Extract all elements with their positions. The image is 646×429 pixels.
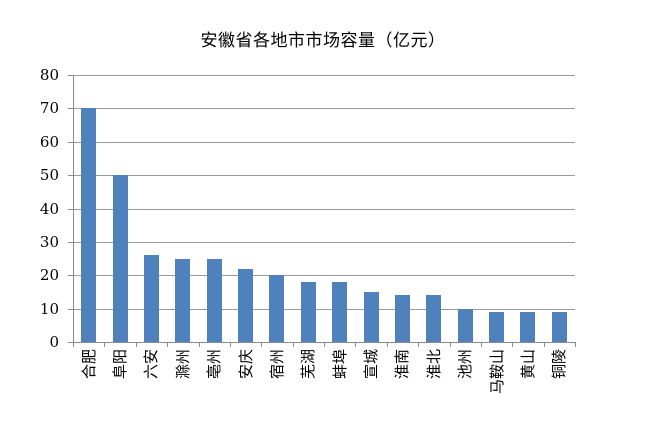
y-gridline — [73, 209, 575, 210]
x-axis-tick — [481, 342, 482, 347]
x-axis-tick — [261, 342, 262, 347]
y-tick-label: 10 — [39, 300, 59, 318]
x-tick-label: 阜阳 — [111, 349, 129, 380]
bar-蚌埠 — [332, 282, 347, 342]
x-tick-label: 蚌埠 — [331, 349, 349, 380]
x-axis-tick — [544, 342, 545, 347]
y-tick-label: 30 — [39, 233, 59, 251]
y-axis-tick — [68, 275, 73, 276]
y-gridline — [73, 75, 575, 76]
y-axis-tick — [68, 309, 73, 310]
bar-马鞍山 — [489, 312, 504, 342]
bar-六安 — [144, 255, 159, 342]
x-axis-tick — [387, 342, 388, 347]
bar-亳州 — [207, 259, 222, 342]
x-axis-tick — [575, 342, 576, 347]
x-axis-tick — [73, 342, 74, 347]
y-gridline — [73, 242, 575, 243]
x-tick-label: 宿州 — [268, 349, 286, 380]
bar-铜陵 — [552, 312, 567, 342]
bar-宣城 — [364, 292, 379, 342]
y-tick-label: 70 — [39, 99, 59, 117]
bar-滁州 — [175, 259, 190, 342]
x-tick-label: 六安 — [142, 349, 160, 380]
x-axis-tick — [450, 342, 451, 347]
y-gridline — [73, 309, 575, 310]
y-tick-label: 40 — [39, 200, 59, 218]
x-axis-tick — [230, 342, 231, 347]
y-axis-tick — [68, 242, 73, 243]
y-axis-tick — [68, 342, 73, 343]
y-tick-label: 80 — [39, 66, 59, 84]
bar-合肥 — [81, 108, 96, 342]
x-tick-label: 池州 — [456, 349, 474, 380]
x-tick-label: 滁州 — [174, 349, 192, 380]
y-axis-tick — [68, 75, 73, 76]
y-tick-label: 20 — [39, 266, 59, 284]
x-axis-tick — [418, 342, 419, 347]
y-axis-tick — [68, 108, 73, 109]
x-axis-tick — [355, 342, 356, 347]
x-tick-label: 淮北 — [425, 349, 443, 380]
x-axis-tick — [136, 342, 137, 347]
x-axis-tick — [199, 342, 200, 347]
bar-黄山 — [520, 312, 535, 342]
y-tick-label: 60 — [39, 133, 59, 151]
bar-安庆 — [238, 269, 253, 342]
y-gridline — [73, 108, 575, 109]
x-tick-label: 安庆 — [237, 349, 255, 380]
y-tick-label: 50 — [39, 166, 59, 184]
bar-淮南 — [395, 295, 410, 342]
x-tick-label: 淮南 — [393, 349, 411, 380]
x-tick-label: 黄山 — [519, 349, 537, 380]
y-axis-tick — [68, 142, 73, 143]
y-axis-tick — [68, 175, 73, 176]
y-axis-tick — [68, 209, 73, 210]
bar-阜阳 — [113, 175, 128, 342]
x-tick-label: 马鞍山 — [488, 349, 506, 395]
y-gridline — [73, 275, 575, 276]
y-gridline — [73, 175, 575, 176]
x-axis-tick — [324, 342, 325, 347]
bar-芜湖 — [301, 282, 316, 342]
x-axis-tick — [293, 342, 294, 347]
y-axis-line — [73, 75, 74, 342]
y-gridline — [73, 142, 575, 143]
bar-池州 — [458, 309, 473, 342]
x-tick-label: 铜陵 — [550, 349, 568, 380]
x-axis-tick — [167, 342, 168, 347]
x-tick-label: 亳州 — [205, 349, 223, 380]
x-tick-label: 宣城 — [362, 349, 380, 380]
x-tick-label: 芜湖 — [299, 349, 317, 380]
bar-淮北 — [426, 295, 441, 342]
x-axis-tick — [104, 342, 105, 347]
bar-宿州 — [269, 275, 284, 342]
x-axis-tick — [512, 342, 513, 347]
x-tick-label: 合肥 — [80, 349, 98, 380]
y-tick-label: 0 — [49, 333, 59, 351]
chart-title: 安徽省各地市市场容量（亿元） — [200, 31, 446, 51]
